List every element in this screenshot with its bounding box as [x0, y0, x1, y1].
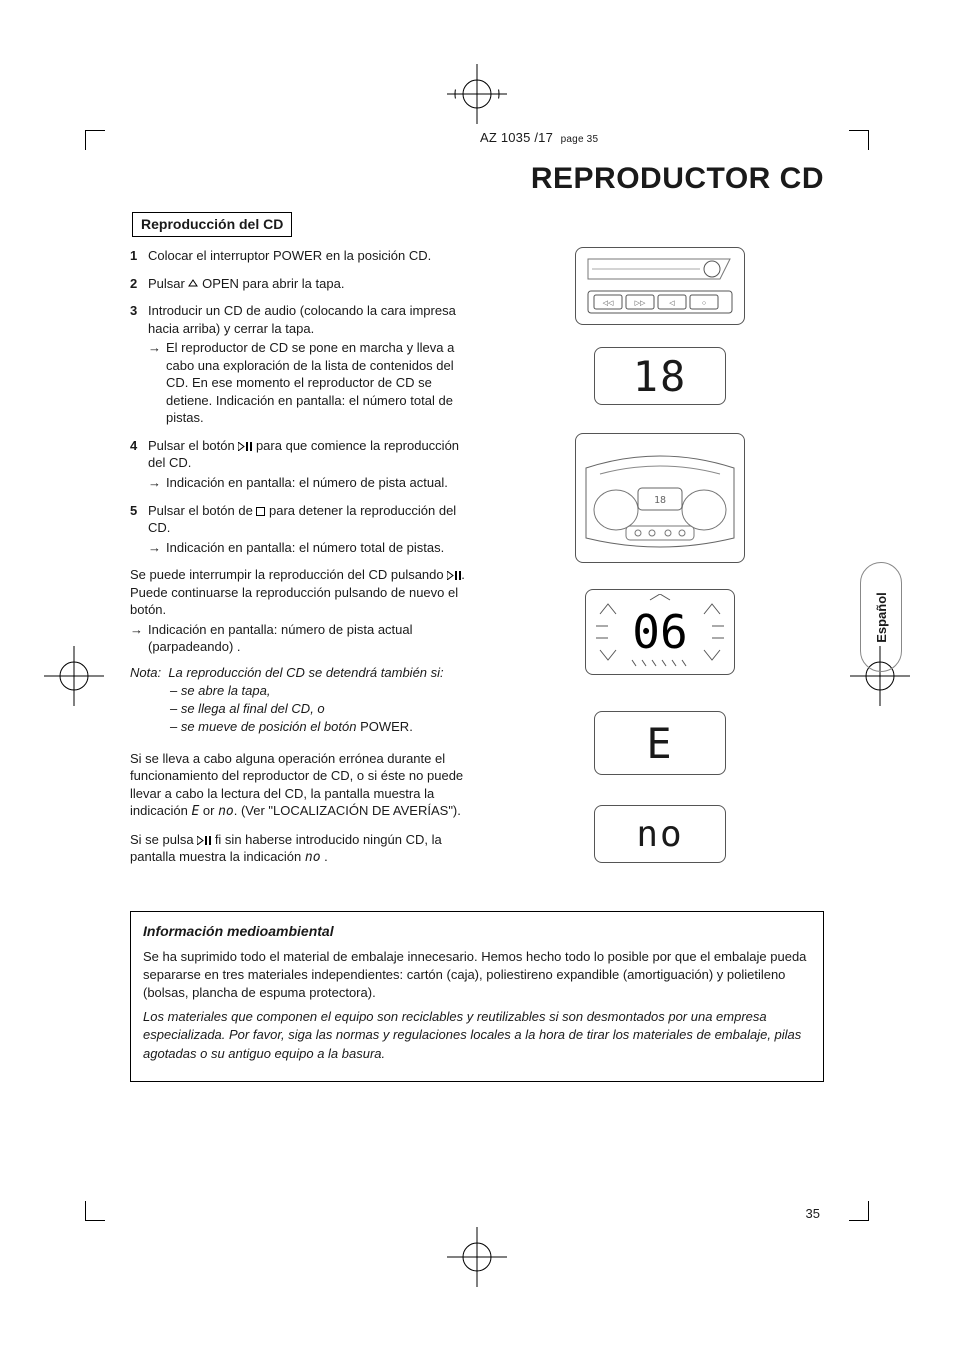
crop-mark-bl — [85, 1201, 105, 1221]
page-title: REPRODUCTOR CD — [531, 162, 824, 196]
figure-device: 18 — [575, 433, 745, 563]
crop-mark-tl — [85, 130, 105, 150]
page-body: AZ 1035 /17 page 35 REPRODUCTOR CD Españ… — [130, 130, 824, 1221]
language-tab: Español — [860, 562, 902, 672]
model-number: AZ 1035 /17 — [480, 130, 553, 145]
pause-result: Indicación en pantalla: número de pista … — [130, 621, 478, 656]
svg-text:◁◁: ◁◁ — [603, 300, 614, 307]
info-heading: Información medioambiental — [143, 922, 811, 942]
note-block: Nota: La reproducción del CD se detendrá… — [130, 664, 478, 736]
page-number: 35 — [806, 1206, 820, 1221]
registration-mark-icon — [447, 64, 507, 124]
registration-mark-icon — [447, 1227, 507, 1287]
svg-text:06: 06 — [632, 605, 687, 659]
info-p2: Los materiales que componen el equipo so… — [143, 1008, 811, 1063]
figure-display-E: E — [594, 711, 726, 775]
crop-mark-tr — [849, 130, 869, 150]
figure-display-06: 06 — [585, 589, 735, 675]
step-4-result: Indicación en pantalla: el número de pis… — [148, 474, 478, 492]
text-column: Colocar el interruptor POWER en la posic… — [130, 247, 478, 875]
nocd-paragraph: Si se pulsa fi sin haberse introducido n… — [130, 831, 478, 867]
step-1: Colocar el interruptor POWER en la posic… — [130, 247, 478, 265]
error-paragraph: Si se lleva a cabo alguna operación erró… — [130, 750, 478, 821]
eject-icon — [188, 279, 198, 289]
section-heading: Reproducción del CD — [132, 212, 292, 237]
registration-mark-icon — [44, 646, 104, 706]
running-header: AZ 1035 /17 page 35 — [480, 130, 824, 145]
step-4: Pulsar el botón para que comience la rep… — [130, 437, 478, 492]
info-p1: Se ha suprimido todo el material de emba… — [143, 948, 811, 1003]
figure-column: ◁◁ ▷▷ ◁ ○ 18 18 — [496, 247, 824, 875]
figure-control-panel: ◁◁ ▷▷ ◁ ○ — [575, 247, 745, 325]
step-2: Pulsar OPEN para abrir la tapa. — [130, 275, 478, 293]
steps-list: Colocar el interruptor POWER en la posic… — [130, 247, 478, 556]
step-3: Introducir un CD de audio (colocando la … — [130, 302, 478, 427]
language-label: Español — [874, 592, 889, 643]
crop-mark-br — [849, 1201, 869, 1221]
environmental-info-box: Información medioambiental Se ha suprimi… — [130, 911, 824, 1082]
display-value-18: 18 — [633, 352, 688, 401]
figure-display-no: no — [594, 805, 726, 863]
play-pause-icon — [197, 836, 211, 845]
note-label: Nota: — [130, 665, 161, 680]
svg-text:▷▷: ▷▷ — [635, 300, 646, 307]
play-pause-icon — [447, 571, 461, 580]
svg-text:18: 18 — [654, 495, 666, 506]
header-page-label: page 35 — [561, 134, 599, 145]
svg-text:○: ○ — [702, 300, 706, 307]
display-value-no: no — [636, 814, 683, 855]
step-3-result: El reproductor de CD se pone en marcha y… — [148, 339, 478, 427]
display-value-E: E — [646, 719, 673, 768]
play-pause-icon — [238, 442, 252, 451]
step-5: Pulsar el botón de para detener la repro… — [130, 502, 478, 557]
nocd-code: no — [305, 850, 321, 865]
figure-display-18: 18 — [594, 347, 726, 405]
error-code-no: no — [218, 804, 234, 819]
step-5-result: Indicación en pantalla: el número total … — [148, 539, 478, 557]
pause-paragraph: Se puede interrumpir la reproducción del… — [130, 566, 478, 619]
svg-text:◁: ◁ — [669, 300, 675, 307]
